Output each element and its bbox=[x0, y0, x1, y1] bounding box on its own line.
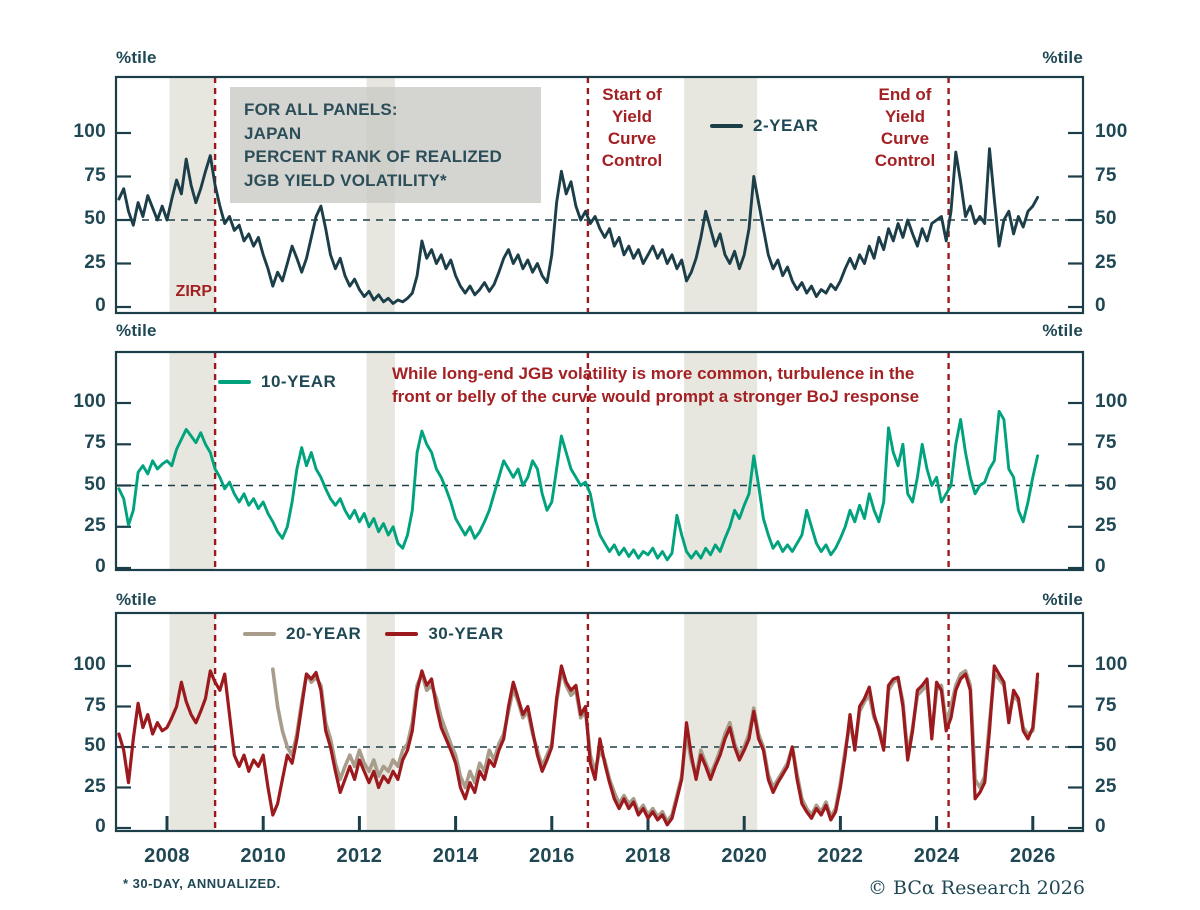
y-axis-tick-label: 0 bbox=[95, 816, 106, 837]
y-axis-tick-label: 0 bbox=[1095, 816, 1106, 837]
recession-band bbox=[169, 352, 216, 570]
x-axis-tick-label: 2012 bbox=[336, 845, 383, 867]
y-axis-tick-label: 0 bbox=[95, 295, 106, 316]
y-axis-unit-label-top-right: %tile bbox=[1042, 48, 1083, 67]
y-axis-tick-label: 0 bbox=[1095, 295, 1106, 316]
recession-band bbox=[684, 352, 758, 570]
panel-border bbox=[114, 611, 1085, 833]
x-axis-tick-label: 2010 bbox=[240, 845, 287, 867]
recession-band bbox=[169, 613, 216, 831]
recession-band bbox=[684, 613, 758, 831]
x-axis-tick-label: 2026 bbox=[1009, 845, 1056, 867]
recession-band bbox=[366, 352, 395, 570]
y-axis-tick-label: 50 bbox=[84, 208, 106, 229]
x-axis-tick-label: 2008 bbox=[144, 845, 190, 867]
x-axis-tick-label: 2018 bbox=[625, 845, 671, 867]
y-axis-tick-label: 100 bbox=[73, 654, 106, 675]
y-axis-tick-label: 100 bbox=[73, 391, 106, 412]
zirp-annotation: ZIRP bbox=[175, 283, 212, 300]
legend-20-30-year: 20-YEAR 30-YEAR bbox=[243, 624, 518, 644]
footnote: * 30-DAY, ANNUALIZED. bbox=[123, 876, 281, 891]
series-30-year bbox=[117, 664, 1040, 827]
y-axis-tick-label: 0 bbox=[1095, 556, 1106, 577]
copyright: © BCα Research 2026 bbox=[868, 877, 1085, 899]
x-axis-tick-label: 2016 bbox=[528, 845, 575, 867]
commentary-note: While long-end JGB volatility is more co… bbox=[392, 364, 920, 406]
recession-band bbox=[684, 77, 758, 313]
legend-swatch-2-year-icon bbox=[710, 124, 743, 128]
y-axis-tick-label: 25 bbox=[1095, 514, 1117, 536]
y-axis-tick-label: 75 bbox=[1095, 432, 1117, 454]
y-axis-tick-label: 50 bbox=[1095, 208, 1117, 229]
y-axis-tick-label: 100 bbox=[73, 121, 106, 142]
y-axis-unit-label-mid-left: %tile bbox=[116, 321, 157, 340]
y-axis-unit-label-top-left: %tile bbox=[116, 48, 157, 67]
legend-label-20-year: 20-YEAR bbox=[286, 624, 362, 643]
panel-border bbox=[114, 350, 1085, 572]
y-axis-tick-label: 25 bbox=[84, 775, 106, 797]
y-axis-tick-label: 25 bbox=[84, 514, 106, 536]
series-2-year bbox=[117, 147, 1040, 305]
legend-item-20-year: 20-YEAR bbox=[243, 624, 361, 644]
y-axis-tick-label: 25 bbox=[84, 251, 106, 273]
y-axis-unit-label-bottom-right: %tile bbox=[1042, 590, 1083, 609]
y-axis-tick-label: 75 bbox=[84, 694, 106, 716]
legend-swatch-30-year-icon bbox=[385, 632, 419, 636]
legend-label-10-year: 10-YEAR bbox=[261, 372, 337, 391]
x-axis-tick-label: 2020 bbox=[721, 845, 768, 867]
x-axis-tick-label: 2024 bbox=[913, 845, 960, 867]
legend-10-year: 10-YEAR bbox=[218, 372, 336, 392]
legend-swatch-10-year-icon bbox=[218, 380, 251, 384]
y-axis-tick-label: 25 bbox=[1095, 775, 1117, 797]
x-axis-tick-label: 2022 bbox=[817, 845, 864, 867]
y-axis-tick-label: 50 bbox=[84, 735, 106, 756]
y-axis-tick-label: 0 bbox=[95, 556, 106, 577]
recession-band bbox=[366, 613, 395, 831]
series-10-year bbox=[117, 409, 1040, 562]
legend-item-30-year: 30-YEAR bbox=[385, 624, 503, 644]
y-axis-tick-label: 75 bbox=[84, 432, 106, 454]
y-axis-tick-label: 25 bbox=[1095, 251, 1117, 273]
y-axis-tick-label: 100 bbox=[1095, 654, 1128, 675]
legend-2-year: 2-YEAR bbox=[710, 116, 818, 136]
y-axis-tick-label: 75 bbox=[1095, 694, 1117, 716]
recession-band bbox=[169, 77, 216, 313]
y-axis-unit-label-bottom-left: %tile bbox=[116, 590, 157, 609]
y-axis-tick-label: 50 bbox=[84, 473, 106, 495]
info-box: FOR ALL PANELS: JAPAN PERCENT RANK OF RE… bbox=[230, 87, 541, 203]
y-axis-tick-label: 100 bbox=[1095, 121, 1128, 142]
y-axis-tick-label: 50 bbox=[1095, 735, 1117, 756]
y-axis-unit-label-mid-right: %tile bbox=[1042, 321, 1083, 340]
y-axis-tick-label: 75 bbox=[84, 164, 106, 186]
ycc-start-annotation: Start of Yield Curve Control bbox=[601, 85, 663, 170]
legend-label-2-year: 2-YEAR bbox=[753, 116, 819, 135]
y-axis-tick-label: 75 bbox=[1095, 164, 1117, 186]
legend-swatch-20-year-icon bbox=[243, 632, 276, 636]
y-axis-tick-label: 100 bbox=[1095, 391, 1128, 412]
ycc-end-annotation: End of Yield Curve Control bbox=[874, 85, 936, 170]
x-axis-tick-label: 2014 bbox=[432, 845, 479, 867]
y-axis-tick-label: 50 bbox=[1095, 473, 1117, 495]
legend-label-30-year: 30-YEAR bbox=[428, 624, 504, 643]
panel-border bbox=[114, 75, 1085, 315]
